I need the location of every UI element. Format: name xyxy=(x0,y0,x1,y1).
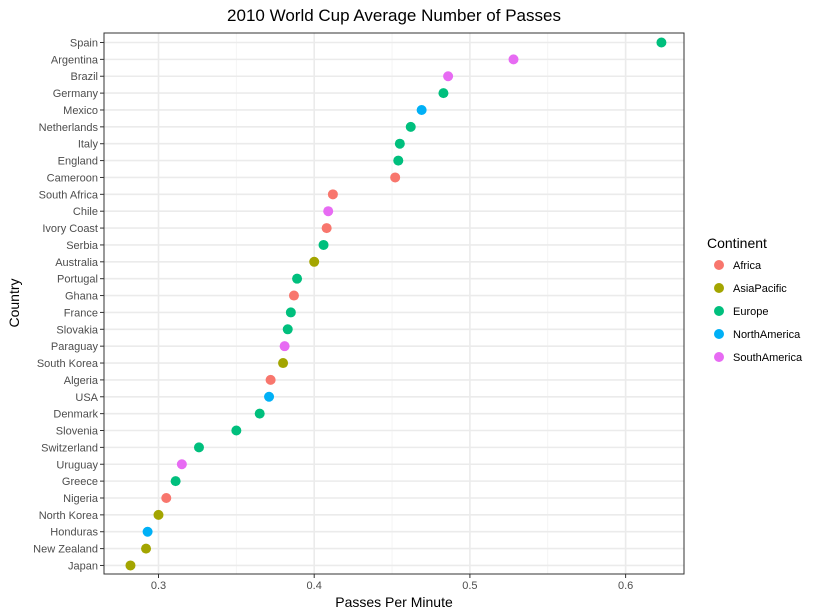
x-axis: 0.3 0.4 0.5 0.6 xyxy=(151,574,633,592)
data-point xyxy=(288,290,299,301)
legend-key xyxy=(714,283,724,293)
legend: Continent Africa AsiaPacific Europe NorthAm… xyxy=(707,235,803,364)
y-tick-label: Slovakia xyxy=(56,324,98,336)
data-point xyxy=(318,239,329,250)
legend-key xyxy=(714,260,724,270)
data-point xyxy=(264,391,275,402)
plot-border xyxy=(103,32,685,575)
legend-key xyxy=(714,306,724,316)
y-tick-label: Greece xyxy=(62,476,98,488)
data-point xyxy=(279,341,290,352)
data-point xyxy=(405,121,416,132)
data-point xyxy=(193,442,204,453)
plot-area xyxy=(103,32,685,575)
legend-title: Continent xyxy=(707,235,767,251)
y-tick-label: Paraguay xyxy=(51,341,99,353)
legend-label: SouthAmerica xyxy=(733,352,803,364)
data-point xyxy=(508,54,519,65)
data-point xyxy=(176,459,187,470)
data-point xyxy=(161,492,172,503)
data-point xyxy=(278,358,289,369)
y-tick-label: South Africa xyxy=(39,189,99,201)
y-tick-label: Netherlands xyxy=(39,122,99,134)
x-axis-title: Passes Per Minute xyxy=(335,594,453,610)
y-axis-title: Country xyxy=(6,278,22,327)
data-point xyxy=(141,543,152,554)
y-tick-label: Cameroon xyxy=(47,172,98,184)
data-point xyxy=(153,509,164,520)
legend-label: Africa xyxy=(733,260,762,272)
y-tick-label: Denmark xyxy=(53,409,98,421)
x-tick-label: 0.4 xyxy=(307,580,322,592)
data-point xyxy=(309,256,320,267)
data-point xyxy=(438,88,449,99)
y-tick-label: Algeria xyxy=(64,375,99,387)
legend-label: Europe xyxy=(733,306,768,318)
legend-key xyxy=(714,352,724,362)
data-point xyxy=(282,324,293,335)
chart-title: 2010 World Cup Average Number of Passes xyxy=(227,6,561,25)
y-tick-label: Argentina xyxy=(51,54,99,66)
data-point xyxy=(443,71,454,82)
y-tick-label: Japan xyxy=(68,560,98,572)
gridlines xyxy=(104,33,684,574)
y-tick-label: Chile xyxy=(73,206,98,218)
x-tick-label: 0.5 xyxy=(462,580,477,592)
plot-panel xyxy=(104,33,684,574)
y-tick-label: South Korea xyxy=(37,358,99,370)
y-tick-label: Brazil xyxy=(70,71,98,83)
y-tick-label: Uruguay xyxy=(56,459,98,471)
legend-key xyxy=(714,329,724,339)
y-tick-label: Serbia xyxy=(66,240,99,252)
y-tick-label: Spain xyxy=(70,38,98,50)
data-point xyxy=(292,273,303,284)
data-point xyxy=(390,172,401,183)
y-tick-label: New Zealand xyxy=(33,544,98,556)
y-tick-label: Germany xyxy=(53,88,99,100)
data-point xyxy=(254,408,265,419)
y-tick-label: Italy xyxy=(78,139,99,151)
y-tick-label: USA xyxy=(75,392,98,404)
y-tick-label: Ghana xyxy=(65,291,99,303)
data-point xyxy=(416,104,427,115)
x-tick-label: 0.3 xyxy=(151,580,166,592)
y-tick-label: Slovenia xyxy=(56,426,99,438)
data-point xyxy=(393,155,404,166)
y-tick-label: England xyxy=(58,156,98,168)
legend-label: AsiaPacific xyxy=(733,283,787,295)
data-point xyxy=(285,307,296,318)
data-point xyxy=(125,560,136,571)
data-point xyxy=(656,37,667,48)
data-point xyxy=(321,223,332,234)
legend-label: NorthAmerica xyxy=(733,329,801,341)
y-axis: Spain Argentina Brazil Germany Mexico Netherl… xyxy=(33,38,104,572)
data-points xyxy=(125,37,667,571)
x-tick-label: 0.6 xyxy=(618,580,633,592)
y-tick-label: France xyxy=(64,307,98,319)
y-tick-label: Nigeria xyxy=(63,493,99,505)
data-point xyxy=(142,526,153,537)
data-point xyxy=(170,476,181,487)
y-tick-label: Ivory Coast xyxy=(42,223,98,235)
y-tick-label: Mexico xyxy=(63,105,98,117)
y-tick-label: Portugal xyxy=(57,274,98,286)
data-point xyxy=(231,425,242,436)
y-tick-label: Honduras xyxy=(50,527,98,539)
y-tick-label: Australia xyxy=(55,257,99,269)
data-point xyxy=(323,206,334,217)
y-tick-label: Switzerland xyxy=(41,442,98,454)
data-point xyxy=(394,138,405,149)
data-point xyxy=(327,189,338,200)
y-tick-label: North Korea xyxy=(39,510,99,522)
data-point xyxy=(265,374,276,385)
